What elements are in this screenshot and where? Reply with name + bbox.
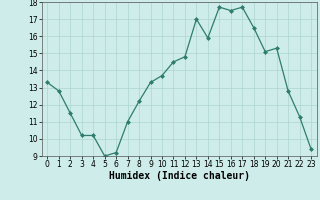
X-axis label: Humidex (Indice chaleur): Humidex (Indice chaleur)	[109, 171, 250, 181]
